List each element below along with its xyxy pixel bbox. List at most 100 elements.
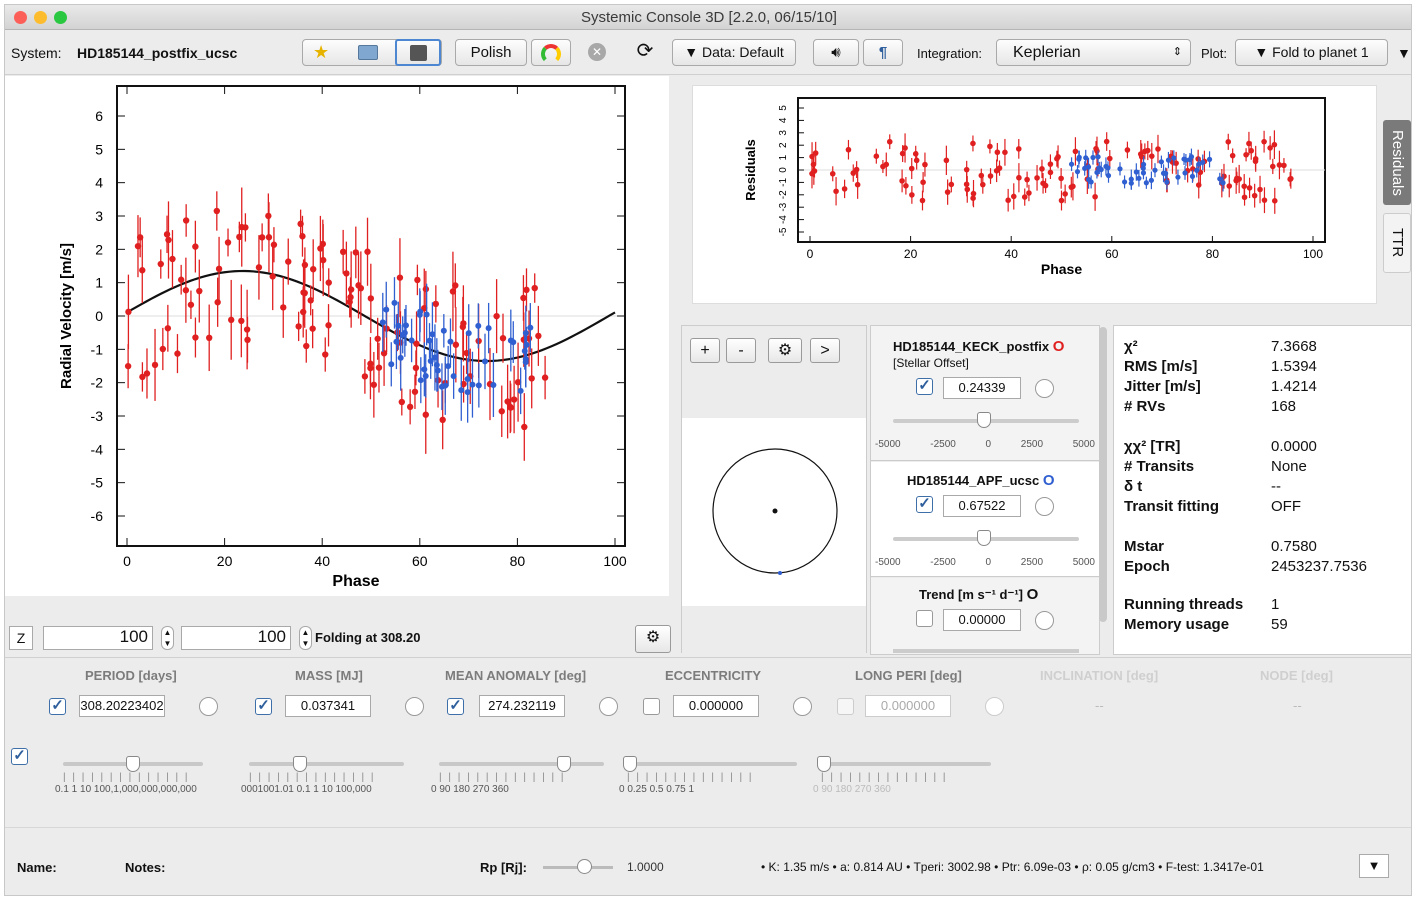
apf-point — [464, 376, 471, 383]
keck-residual — [909, 192, 915, 198]
residuals-plot[interactable]: 5 4 3 2 1 0 -1 -2 -3 -4 -5 0 20 40 60 80 100 Phase Residua… — [693, 86, 1378, 305]
trend-slider-track[interactable] — [893, 649, 1079, 653]
star-icon[interactable]: ★ — [313, 42, 330, 62]
param-radio[interactable] — [793, 697, 812, 716]
keck-point — [510, 396, 518, 403]
param-slider-ticks: | | | | | | | | | | | | | | — [63, 772, 190, 783]
keck-residual — [1271, 198, 1278, 204]
param-radio[interactable] — [199, 697, 218, 716]
zoom-in-button[interactable]: + — [690, 338, 720, 363]
zoom-window-button[interactable] — [54, 11, 67, 24]
keck-residual — [1024, 176, 1030, 183]
keck-point — [459, 323, 467, 331]
stop-icon: ✕ — [588, 43, 606, 61]
folder-icon[interactable] — [358, 45, 378, 60]
zoom-left-field[interactable]: 100 — [43, 626, 153, 650]
zoom-left-stepper[interactable]: ▲ ▼ — [161, 626, 174, 650]
param-fit-checkbox[interactable]: ✓ — [255, 698, 272, 715]
param-slider-thumb[interactable] — [817, 756, 832, 772]
orbit-diagram[interactable] — [682, 418, 866, 606]
trend-radio[interactable] — [1035, 611, 1054, 630]
plot-dropdown[interactable]: ▼ Fold to planet 1 — [1235, 39, 1388, 66]
param-slider-track[interactable] — [439, 762, 604, 766]
stop-button[interactable]: ✕ — [577, 39, 617, 66]
apf-point — [379, 319, 386, 326]
dataset-slider-thumb[interactable] — [977, 412, 991, 428]
zoom-right-field[interactable]: 100 — [181, 626, 291, 650]
integration-select[interactable]: Keplerian ⇕ — [996, 39, 1191, 66]
param-slider-thumb[interactable] — [623, 756, 638, 772]
keck-point — [375, 364, 383, 371]
close-window-button[interactable] — [14, 11, 27, 24]
data-dropdown[interactable]: ▼ Data: Default — [672, 39, 796, 66]
trend-field[interactable]: 0.00000 — [943, 609, 1021, 631]
stat-value: 168 — [1271, 398, 1297, 415]
param-value-field[interactable]: 0.000000 — [865, 695, 951, 717]
param-radio[interactable] — [985, 697, 1004, 716]
param-value-field[interactable]: 308.20223402 — [79, 695, 165, 717]
param-slider-thumb[interactable] — [557, 756, 572, 772]
keck-point — [213, 207, 221, 215]
trend-checkbox[interactable] — [916, 610, 933, 627]
param-fit-checkbox[interactable] — [643, 698, 660, 715]
dataset-checkbox[interactable]: ✓ — [916, 496, 933, 513]
next-button[interactable]: > — [810, 338, 840, 363]
y-tick-label: 4 — [778, 117, 789, 123]
dataset-slider-thumb[interactable] — [977, 530, 991, 546]
plot-settings-button[interactable]: ⚙ — [635, 625, 671, 653]
param-slider-track[interactable] — [249, 762, 404, 766]
summary-text: • K: 1.35 m/s • a: 0.814 AU • Tperi: 300… — [761, 860, 1264, 874]
sound-button[interactable]: 🔊︎ — [813, 39, 859, 66]
zoom-out-button[interactable]: - — [726, 338, 756, 363]
rainbow-button[interactable] — [531, 39, 571, 66]
param-fit-checkbox[interactable]: ✓ — [49, 698, 66, 715]
save-button[interactable] — [395, 39, 441, 66]
minimize-window-button[interactable] — [34, 11, 47, 24]
param-value-field[interactable]: 274.232119 — [479, 695, 565, 717]
toolbar-overflow-button[interactable]: ▼ — [1397, 45, 1411, 61]
apf-residual — [1148, 177, 1154, 183]
z-button[interactable]: Z — [9, 626, 33, 650]
param-value-field[interactable]: 0.037341 — [285, 695, 371, 717]
keck-point — [439, 416, 446, 424]
polish-button[interactable]: Polish — [455, 39, 527, 66]
stat-label: RMS [m/s] — [1124, 358, 1198, 375]
param-radio[interactable] — [405, 697, 424, 716]
param-slider-track[interactable] — [627, 762, 797, 766]
keck-point — [528, 375, 535, 382]
tab-residuals[interactable]: Residuals — [1383, 120, 1411, 205]
param-radio[interactable] — [599, 697, 618, 716]
paragraph-button[interactable]: ¶ — [863, 39, 903, 66]
keck-residual — [812, 150, 819, 156]
keck-residual — [1261, 138, 1267, 145]
keck-residual — [1246, 185, 1253, 191]
param-fit-checkbox[interactable] — [837, 698, 854, 715]
param-slider-track[interactable] — [821, 762, 991, 766]
dataset-checkbox[interactable]: ✓ — [916, 378, 933, 395]
keck-residual — [1094, 148, 1100, 154]
rv-plot[interactable]: 6 5 4 3 2 1 0 -1 -2 -3 -4 -5 -6 0 20 40 60 80 100 Phase Radi… — [5, 76, 669, 596]
param-slider-thumb[interactable] — [126, 756, 140, 772]
dataset-offset-field[interactable]: 0.24339 — [943, 377, 1021, 399]
refresh-icon[interactable]: ⟳ — [636, 40, 654, 62]
param-fit-checkbox[interactable]: ✓ — [447, 698, 464, 715]
orbit-settings-button[interactable]: ⚙ — [768, 338, 802, 363]
dataset-radio[interactable] — [1035, 379, 1054, 398]
zoom-right-stepper[interactable]: ▲ ▼ — [299, 626, 312, 650]
param-value-field[interactable]: 0.000000 — [673, 695, 759, 717]
apf-point — [423, 311, 430, 318]
tab-ttr[interactable]: TTR — [1383, 213, 1411, 273]
rainbow-icon — [541, 44, 561, 64]
planet-enable-checkbox[interactable]: ✓ — [11, 748, 28, 765]
dataset-radio[interactable] — [1035, 497, 1054, 516]
param-slider-thumb[interactable] — [293, 756, 308, 772]
datasets-scrollbar-thumb[interactable] — [1099, 327, 1107, 622]
apf-point — [402, 322, 409, 329]
keck-point — [303, 342, 310, 350]
dataset-offset-field[interactable]: 0.67522 — [943, 495, 1021, 517]
footer-menu-button[interactable]: ▼ — [1359, 854, 1389, 878]
keck-residual — [1106, 155, 1113, 162]
keck-residual — [1058, 197, 1065, 204]
keck-residual — [944, 189, 951, 195]
rp-slider-thumb[interactable] — [577, 859, 592, 874]
